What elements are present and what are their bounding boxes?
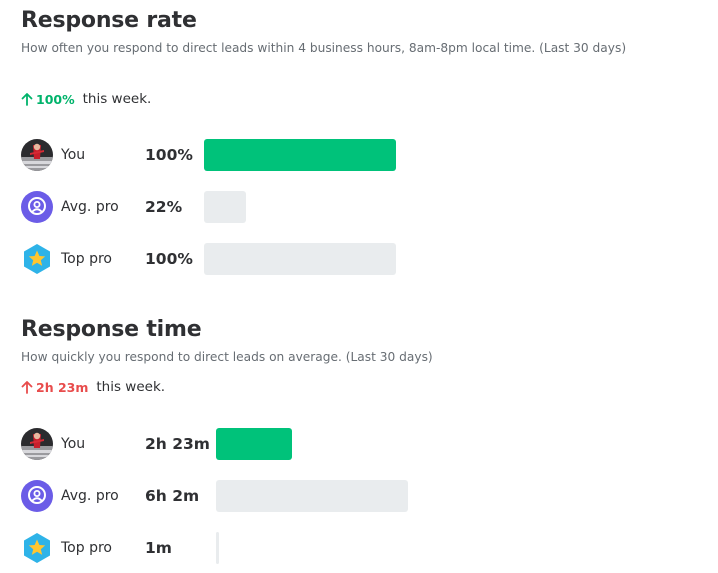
trend-value: 100% [36,91,75,107]
row-value: 100% [145,146,193,164]
user-avatar [21,139,53,171]
response-rate-title: Response rate [21,8,197,33]
bar-you [216,428,292,460]
user-avatar [21,428,53,460]
bar-top-pro [204,243,396,275]
row-value: 2h 23m [145,435,210,453]
avg-pro-icon [21,191,53,223]
row-label: You [61,147,86,163]
avg-pro-icon [21,480,53,512]
response-rate-row-top-pro: Top pro 100% [21,243,681,275]
response-rate-row-you: You 100% [21,139,681,171]
arrow-up-icon [21,381,33,394]
row-value: 1m [145,539,172,557]
response-time-row-avg-pro: Avg. pro 6h 2m [21,480,681,512]
response-time-row-you: You 2h 23m [21,428,681,460]
response-time-title: Response time [21,317,202,342]
row-label: Top pro [61,251,112,267]
row-label: You [61,436,86,452]
trend-value: 2h 23m [36,379,89,395]
response-rate-row-avg-pro: Avg. pro 22% [21,191,681,223]
row-value: 22% [145,198,183,216]
response-rate-trend: 100% this week. [21,89,151,109]
top-pro-star-icon [24,533,50,563]
top-pro-star-icon [24,244,50,274]
bar-avg-pro [216,480,408,512]
bar-top-pro [216,532,219,564]
response-time-description: How quickly you respond to direct leads … [21,350,433,364]
trend-suffix: this week. [96,379,166,395]
bar-avg-pro [204,191,246,223]
arrow-up-icon [21,93,33,106]
bar-you [204,139,396,171]
response-time-row-top-pro: Top pro 1m [21,532,681,564]
response-rate-description: How often you respond to direct leads wi… [21,41,627,55]
row-value: 6h 2m [145,487,200,505]
row-label: Top pro [61,540,112,556]
row-value: 100% [145,250,193,268]
trend-suffix: this week. [82,91,152,107]
row-label: Avg. pro [61,488,119,504]
response-time-trend: 2h 23m this week. [21,377,165,397]
row-label: Avg. pro [61,199,119,215]
